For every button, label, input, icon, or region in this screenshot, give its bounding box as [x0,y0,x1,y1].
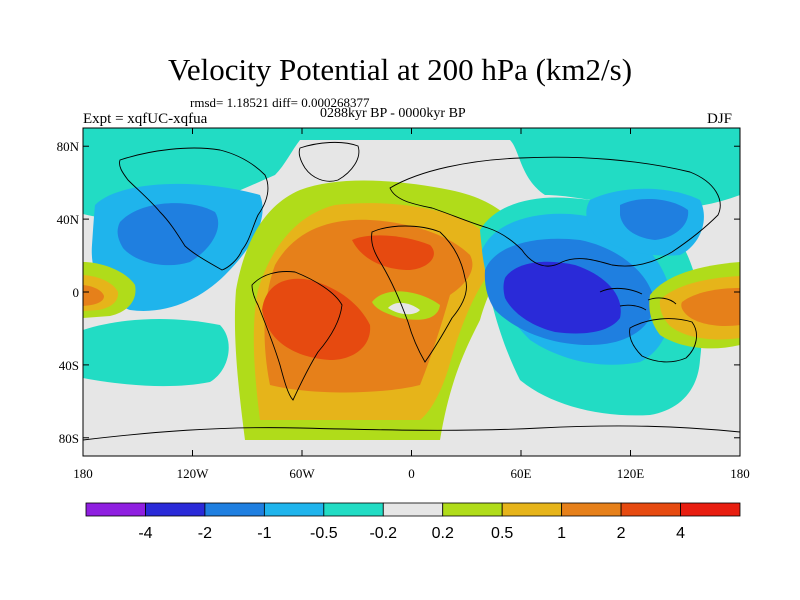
colorbar-label: 4 [676,525,685,542]
contour-north-gap [294,142,540,205]
x-tick-label: 0 [408,466,415,481]
chart-title: Velocity Potential at 200 hPa (km2/s) [167,52,633,87]
colorbar-label: 1 [557,525,566,542]
contour-light-hole [388,302,420,315]
x-tick-label: 120W [177,466,210,481]
colorbar-swatch [442,502,503,517]
colorbar-label: -1 [257,525,271,542]
x-tick-label: 180 [73,466,93,481]
colorbar-label: -2 [198,525,212,542]
y-tick-label: 40N [57,212,80,227]
coastline-eurasia [389,156,721,267]
contour-positive-redorange-sa [262,278,371,360]
y-tick-label: 80S [59,431,79,446]
coastline-maritime-continent [599,287,677,311]
coastline-antarctica [83,425,740,441]
x-tick-label: 60E [511,466,532,481]
colorbar-swatch [561,502,622,517]
colorbar-swatch [85,502,146,517]
coastline-south-america [251,271,343,401]
colorbar-swatch [323,502,384,517]
contour-north-cyan [83,128,740,221]
season-label: DJF [707,111,733,127]
colorbar-label: 2 [617,525,626,542]
y-axis: 80N 40N 0 40S 80S [57,139,740,446]
colorbar-swatch [680,502,741,517]
colorbar: -4 -2 -1 -0.5 -0.2 0.2 0.5 1 2 4 [85,502,741,542]
x-tick-label: 60W [289,466,315,481]
chart-subtitle: rmsd= 1.18521 diff= 0.000268377 [190,95,370,110]
colorbar-swatch [382,502,444,517]
y-tick-label: 40S [59,358,79,373]
contour-epac-orange [83,285,104,306]
colorbar-label: -0.5 [310,525,338,542]
contour-south-pacific-cyan [83,318,229,387]
coastlines [83,141,740,441]
x-axis: 180 120W 60W 0 60E 120E 180 [73,128,750,481]
contour-pacific-blue [117,203,219,266]
colorbar-swatch [145,502,206,517]
colorbar-swatch [620,502,681,517]
coastline-australia [629,318,697,363]
colorbar-swatch [263,502,325,517]
x-tick-label: 180 [730,466,750,481]
experiment-label: Expt = xqfUC-xqfua [83,111,208,127]
colorbar-label: -0.2 [369,525,397,542]
x-tick-label: 120E [617,466,645,481]
coastline-north-america [119,147,269,271]
coastline-greenland [298,141,360,182]
y-tick-label: 80N [57,139,80,154]
contour-indian-darkblue [503,261,621,334]
y-tick-label: 0 [73,285,80,300]
contour-eastasia-blue [620,198,689,240]
chart-period: 0288kyr BP - 0000kyr BP [320,106,466,121]
contour-wpac-orange [681,288,740,326]
colorbar-swatch [204,502,265,517]
contour-field [83,128,740,456]
colorbar-label: 0.5 [491,525,513,542]
colorbar-label: 0.2 [432,525,454,542]
colorbar-swatch [501,502,563,517]
colorbar-label: -4 [138,525,152,542]
coastline-africa [371,225,467,363]
